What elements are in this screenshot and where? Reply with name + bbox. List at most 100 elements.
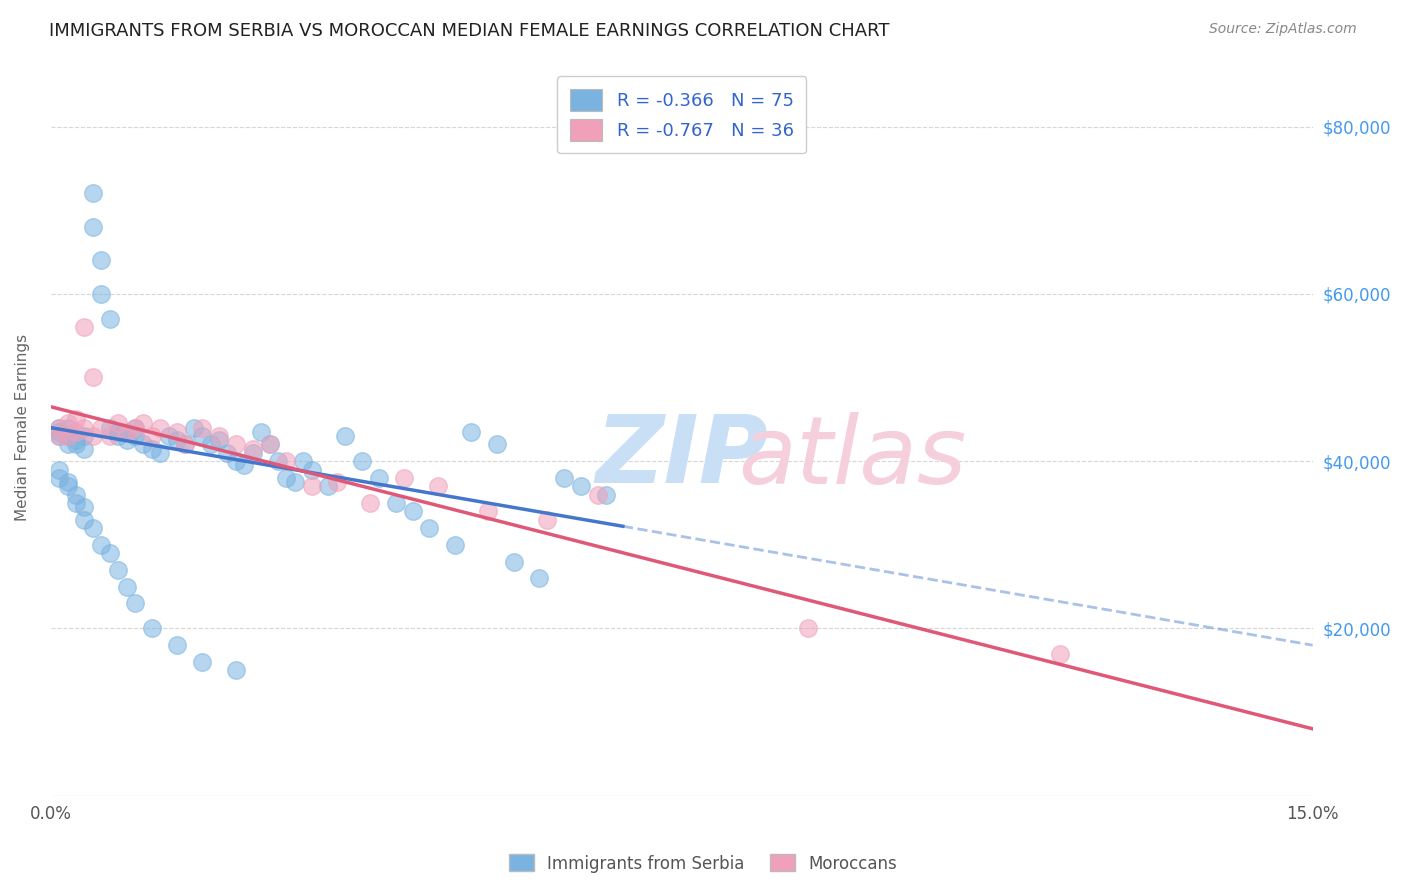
- Point: [384, 496, 406, 510]
- Point: [82, 521, 104, 535]
- Point: [443, 538, 465, 552]
- Point: [502, 555, 524, 569]
- Point: [73, 500, 96, 515]
- Point: [73, 513, 96, 527]
- Point: [477, 504, 499, 518]
- Point: [65, 434, 87, 448]
- Point: [82, 429, 104, 443]
- Point: [98, 312, 121, 326]
- Point: [65, 412, 87, 426]
- Point: [90, 538, 112, 552]
- Point: [276, 454, 298, 468]
- Point: [536, 513, 558, 527]
- Point: [326, 475, 349, 489]
- Point: [107, 425, 129, 439]
- Point: [48, 429, 70, 443]
- Point: [98, 420, 121, 434]
- Point: [586, 487, 609, 501]
- Point: [157, 429, 180, 443]
- Point: [115, 434, 138, 448]
- Text: atlas: atlas: [738, 411, 966, 502]
- Point: [124, 420, 146, 434]
- Point: [527, 571, 550, 585]
- Point: [352, 454, 374, 468]
- Point: [107, 417, 129, 431]
- Point: [250, 425, 273, 439]
- Point: [284, 475, 307, 489]
- Legend: Immigrants from Serbia, Moroccans: Immigrants from Serbia, Moroccans: [502, 847, 904, 880]
- Point: [124, 429, 146, 443]
- Point: [276, 471, 298, 485]
- Point: [82, 219, 104, 234]
- Point: [65, 496, 87, 510]
- Point: [48, 420, 70, 434]
- Point: [48, 429, 70, 443]
- Point: [141, 429, 163, 443]
- Point: [426, 479, 449, 493]
- Point: [141, 622, 163, 636]
- Point: [208, 429, 231, 443]
- Point: [115, 580, 138, 594]
- Text: Source: ZipAtlas.com: Source: ZipAtlas.com: [1209, 22, 1357, 37]
- Point: [242, 446, 264, 460]
- Point: [141, 442, 163, 456]
- Legend: R = -0.366   N = 75, R = -0.767   N = 36: R = -0.366 N = 75, R = -0.767 N = 36: [557, 76, 807, 153]
- Point: [82, 370, 104, 384]
- Point: [166, 425, 188, 439]
- Point: [56, 475, 79, 489]
- Text: ZIP: ZIP: [595, 411, 768, 503]
- Point: [124, 596, 146, 610]
- Point: [98, 429, 121, 443]
- Point: [225, 663, 247, 677]
- Point: [56, 420, 79, 434]
- Point: [65, 487, 87, 501]
- Point: [301, 462, 323, 476]
- Point: [56, 429, 79, 443]
- Point: [217, 446, 239, 460]
- Point: [65, 437, 87, 451]
- Point: [90, 420, 112, 434]
- Y-axis label: Median Female Earnings: Median Female Earnings: [15, 334, 30, 521]
- Point: [73, 320, 96, 334]
- Point: [56, 417, 79, 431]
- Point: [149, 420, 172, 434]
- Point: [301, 479, 323, 493]
- Point: [225, 454, 247, 468]
- Point: [56, 429, 79, 443]
- Point: [191, 429, 214, 443]
- Point: [418, 521, 440, 535]
- Point: [115, 425, 138, 439]
- Point: [56, 479, 79, 493]
- Point: [107, 429, 129, 443]
- Point: [267, 454, 290, 468]
- Point: [48, 420, 70, 434]
- Point: [191, 655, 214, 669]
- Point: [73, 420, 96, 434]
- Point: [124, 420, 146, 434]
- Point: [149, 446, 172, 460]
- Point: [82, 186, 104, 201]
- Point: [90, 286, 112, 301]
- Point: [259, 437, 281, 451]
- Point: [73, 442, 96, 456]
- Point: [242, 442, 264, 456]
- Point: [569, 479, 592, 493]
- Point: [191, 420, 214, 434]
- Point: [553, 471, 575, 485]
- Point: [183, 420, 205, 434]
- Point: [48, 425, 70, 439]
- Point: [48, 462, 70, 476]
- Point: [367, 471, 389, 485]
- Text: IMMIGRANTS FROM SERBIA VS MOROCCAN MEDIAN FEMALE EARNINGS CORRELATION CHART: IMMIGRANTS FROM SERBIA VS MOROCCAN MEDIA…: [49, 22, 890, 40]
- Point: [1049, 647, 1071, 661]
- Point: [174, 437, 197, 451]
- Point: [460, 425, 482, 439]
- Point: [335, 429, 357, 443]
- Point: [401, 504, 423, 518]
- Point: [360, 496, 382, 510]
- Point: [208, 434, 231, 448]
- Point: [225, 437, 247, 451]
- Point: [132, 437, 155, 451]
- Point: [166, 638, 188, 652]
- Point: [797, 622, 820, 636]
